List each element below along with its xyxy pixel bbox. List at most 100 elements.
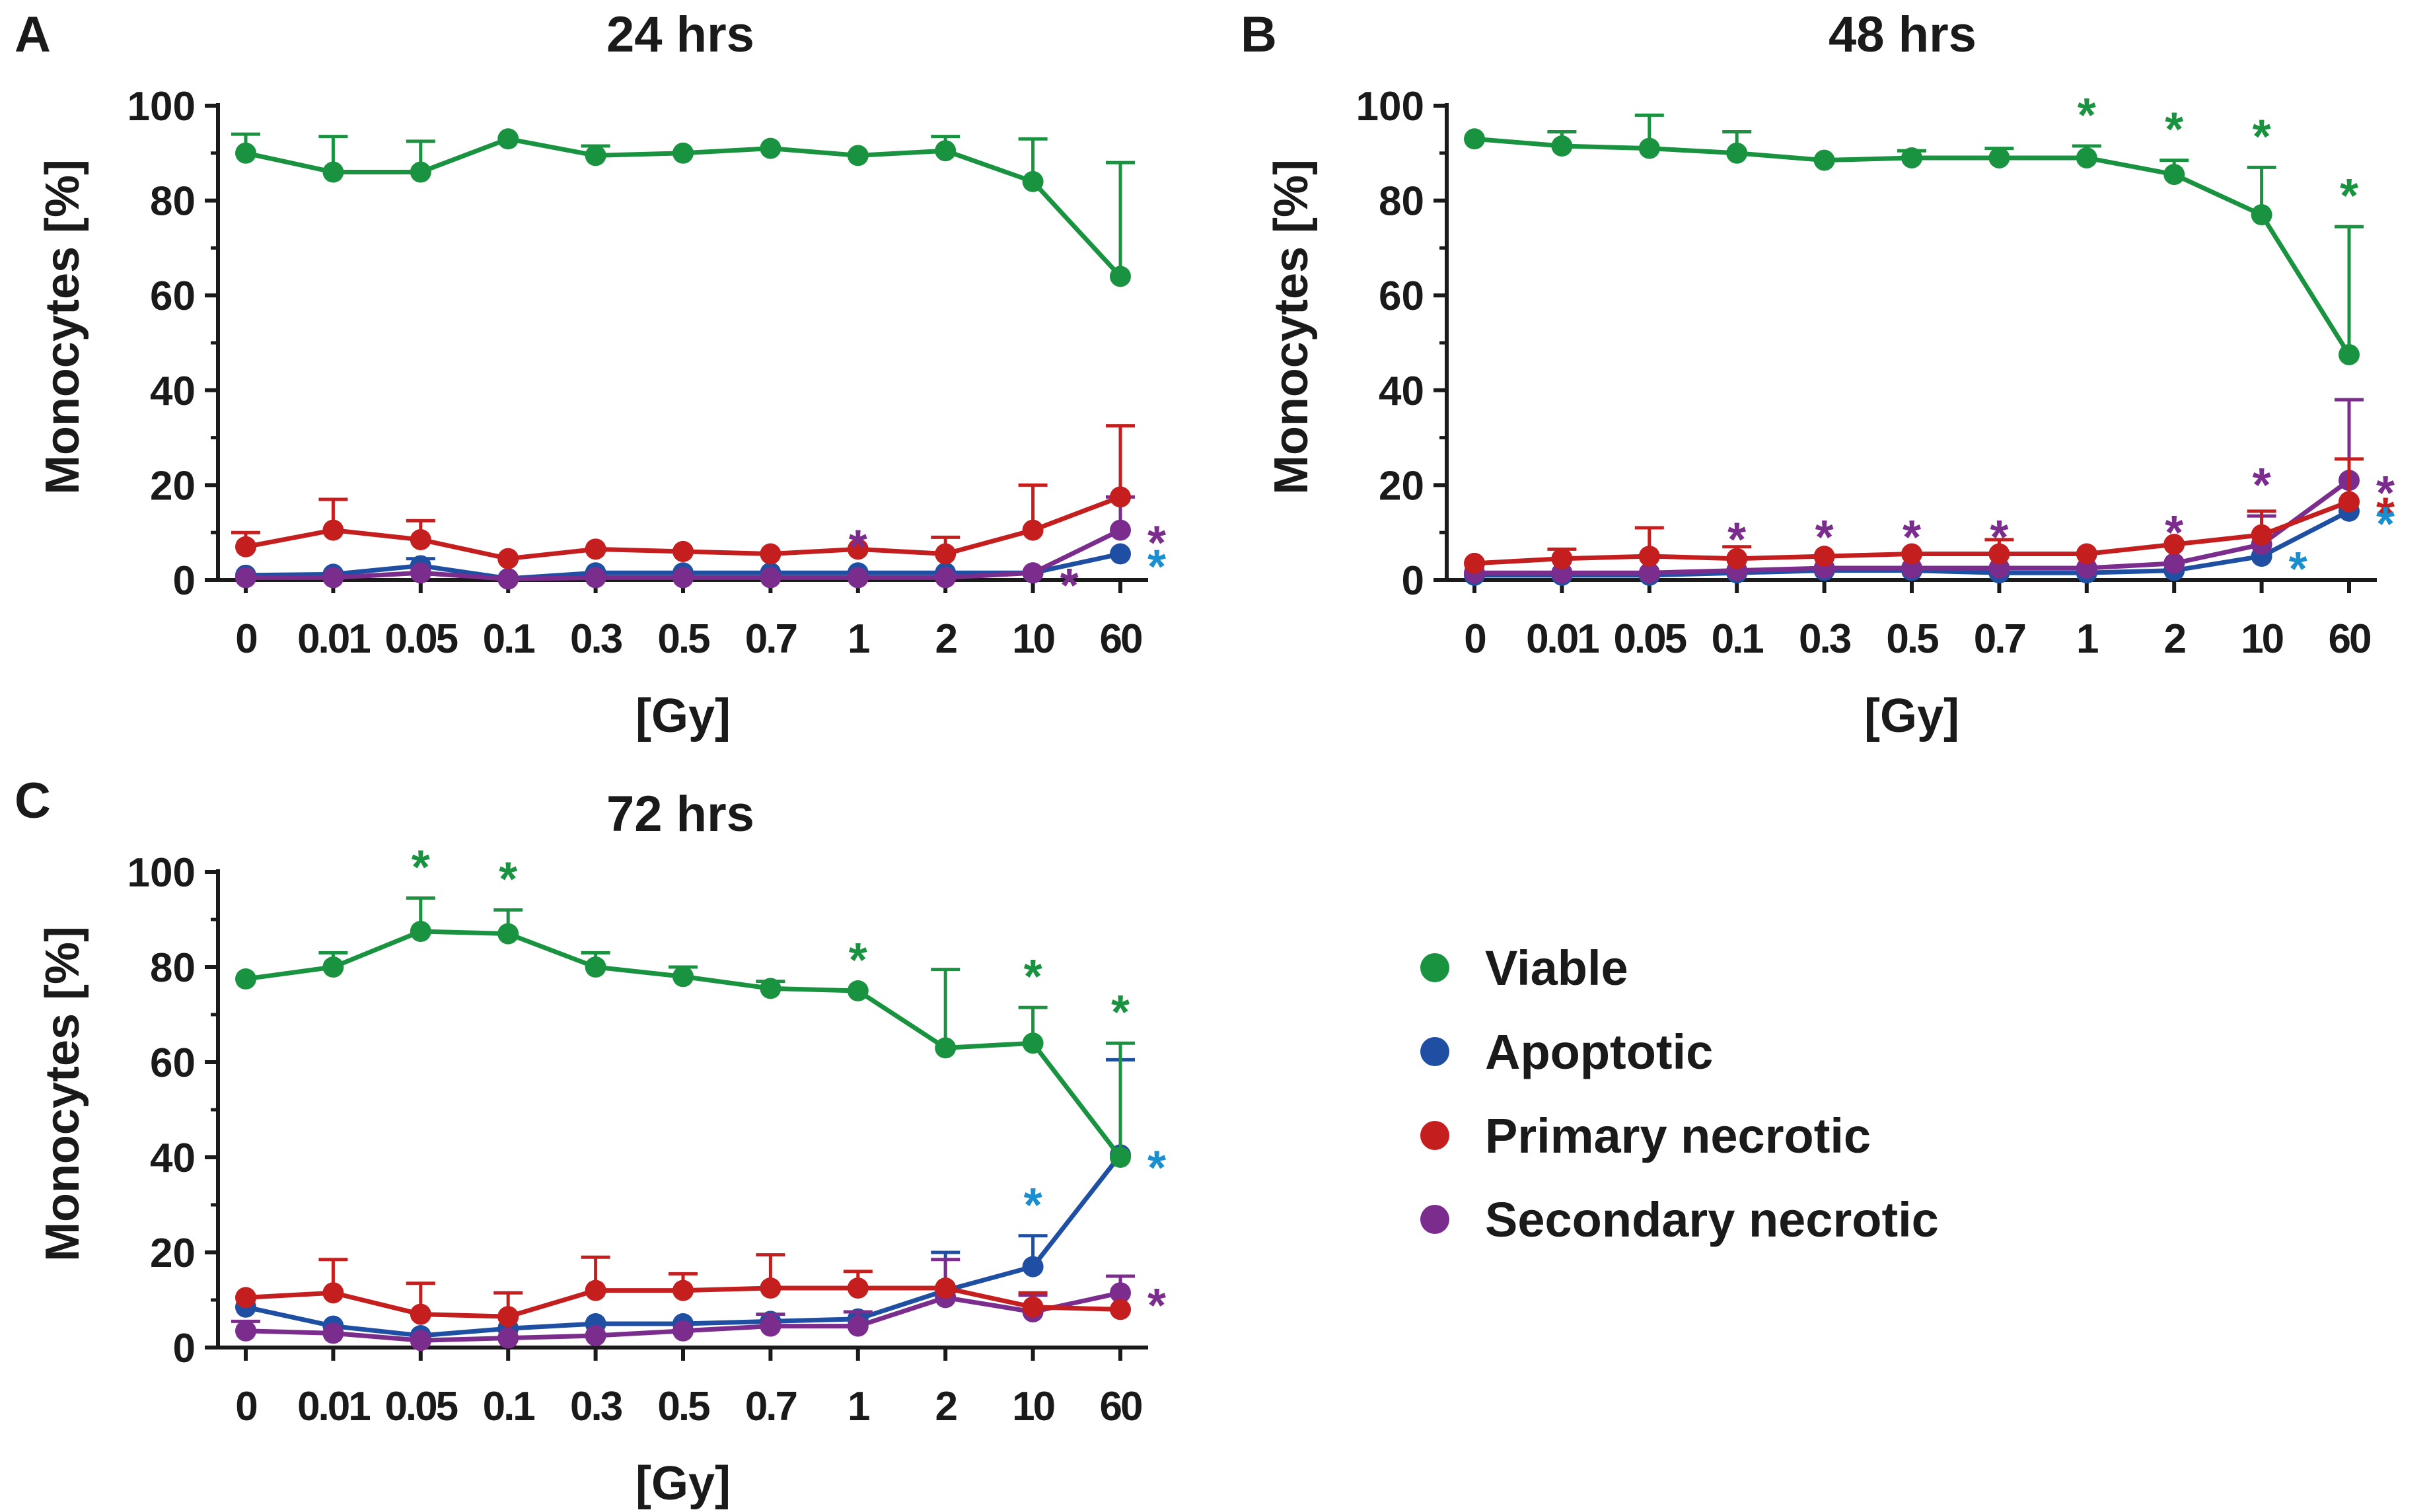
significance-marker: * [499,853,517,906]
data-point [2076,147,2097,168]
y-tick-label: 0 [1402,558,1424,604]
data-point [1726,548,1748,569]
data-point [1464,552,1485,574]
data-point [1022,519,1044,541]
data-point [410,161,431,183]
series-viable [1464,113,2364,365]
data-point [1901,147,1922,168]
y-tick-label: 100 [1356,84,1424,129]
data-point [410,1330,431,1351]
data-point [847,538,869,560]
y-tick-label: 0 [173,1326,196,1371]
y-tick-label: 60 [150,1040,196,1086]
legend-item-primary-necrotic: Primary necrotic [1420,1108,1871,1163]
significance-marker: * [2165,507,2183,559]
data-point [235,536,256,558]
legend-item-apoptotic: Apoptotic [1420,1025,1713,1079]
legend-marker [1420,953,1449,982]
data-point [1110,1147,1131,1168]
data-point [760,1315,781,1337]
x-tick-label: 0.5 [1886,616,1938,662]
x-tick-label: 0.5 [657,1384,709,1429]
significance-marker: * [2078,89,2096,142]
data-point [497,568,519,590]
x-tick-label: 0.01 [297,1384,370,1429]
significance-marker: * [1903,511,1921,564]
x-tick-label: 0.3 [570,1384,622,1429]
data-point [410,1303,431,1325]
data-point [1638,137,1660,159]
data-point [235,567,256,589]
significance-marker: * [1024,1179,1042,1232]
x-axis-label: [Gy] [1864,690,1959,742]
x-tick-label: 0.1 [1712,616,1764,662]
data-point [935,543,957,565]
x-tick-label: 0.3 [1799,616,1851,662]
x-tick-label: 0 [235,616,256,662]
x-tick-label: 0.05 [384,1384,457,1429]
chart-title: 24 hrs [606,7,754,63]
data-point [2163,552,2185,574]
y-tick-label: 100 [127,850,196,896]
data-point [1110,266,1131,287]
data-point [2251,524,2272,546]
x-tick-label: 0.01 [297,616,370,662]
data-point [235,1287,256,1309]
significance-marker: * [1147,1141,1166,1194]
x-tick-label: 0.5 [657,616,709,662]
data-point [322,1322,344,1344]
legend-marker [1420,1205,1449,1234]
significance-marker: * [1727,514,1746,567]
data-point [585,567,606,589]
x-tick-label: 0.1 [483,1384,535,1429]
x-tick-label: 2 [2163,616,2185,662]
x-tick-label: 0.7 [1974,616,2025,662]
data-point [1022,1256,1044,1278]
significance-marker: * [412,842,430,894]
panel-letter: C [15,773,51,829]
legend-marker [1420,1037,1449,1066]
x-tick-label: 0 [235,1384,256,1429]
x-tick-label: 10 [1012,1384,1054,1429]
x-tick-label: 0.7 [745,1384,797,1429]
data-point [1110,486,1131,508]
data-point [2339,343,2360,365]
data-point [760,137,781,159]
significance-marker: * [1024,951,1042,1003]
y-tick-label: 80 [1379,179,1424,225]
significance-marker: * [1060,559,1079,612]
y-axis-label: Monocytes [%] [36,159,89,495]
data-point [2251,204,2272,226]
legend-item-viable: Viable [1420,941,1628,995]
data-point [497,128,519,150]
significance-marker: * [1147,541,1166,594]
data-point [497,1327,519,1349]
data-point [1110,1282,1131,1304]
data-point [935,140,957,162]
data-point [847,980,869,1001]
data-point [1110,1299,1131,1320]
x-tick-label: 0 [1464,616,1485,662]
x-tick-label: 1 [848,616,869,662]
y-tick-label: 80 [150,945,196,991]
legend-item-secondary-necrotic: Secondary necrotic [1420,1192,1939,1247]
chart-title: 72 hrs [606,786,754,842]
x-tick-label: 60 [1100,616,1142,662]
significance-marker: * [2376,489,2395,542]
series-primary-necrotic [1464,457,2364,574]
data-point [585,538,606,560]
x-tick-label: 0.05 [384,616,457,662]
data-point [1110,519,1131,541]
data-point [585,956,606,978]
data-point [1022,562,1044,584]
data-point [1551,548,1573,569]
data-point [322,1282,344,1304]
data-point [1901,543,1922,565]
series-line [245,1153,1122,1338]
series-primary-necrotic [235,1253,1131,1328]
data-point [585,1325,606,1346]
data-point [672,966,694,988]
x-tick-label: 60 [2329,616,2370,662]
data-point [2339,491,2360,513]
data-point [322,956,344,978]
